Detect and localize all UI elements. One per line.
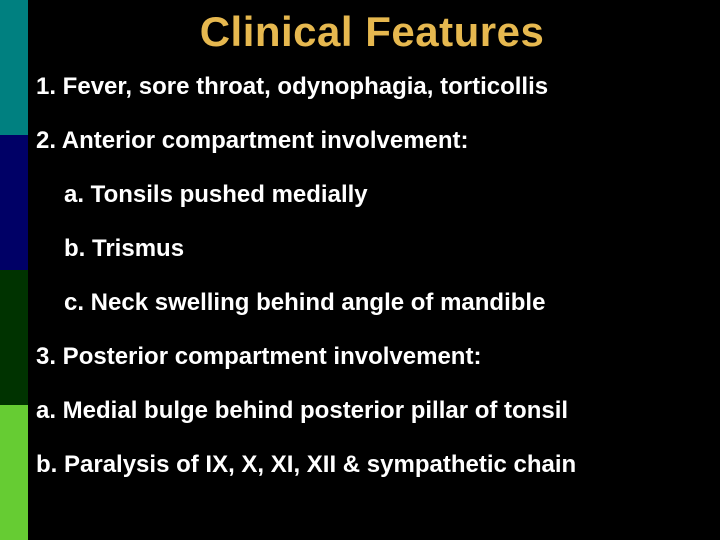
stripe-darkgreen bbox=[0, 270, 28, 405]
point-2: 2. Anterior compartment involvement: bbox=[36, 126, 708, 156]
point-2b: b. Trismus bbox=[36, 234, 708, 264]
point-2c: c. Neck swelling behind angle of mandibl… bbox=[36, 288, 708, 318]
side-accent-stripes bbox=[0, 0, 28, 540]
slide-title: Clinical Features bbox=[36, 0, 708, 72]
stripe-navy bbox=[0, 135, 28, 270]
point-2a: a. Tonsils pushed medially bbox=[36, 180, 708, 210]
point-1: 1. Fever, sore throat, odynophagia, tort… bbox=[36, 72, 708, 102]
stripe-teal bbox=[0, 0, 28, 135]
point-3a: a. Medial bulge behind posterior pillar … bbox=[36, 396, 708, 426]
stripe-lime bbox=[0, 405, 28, 540]
slide-content: Clinical Features 1. Fever, sore throat,… bbox=[28, 0, 720, 540]
point-3: 3. Posterior compartment involvement: bbox=[36, 342, 708, 372]
point-3b: b. Paralysis of IX, X, XI, XII & sympath… bbox=[36, 450, 708, 480]
